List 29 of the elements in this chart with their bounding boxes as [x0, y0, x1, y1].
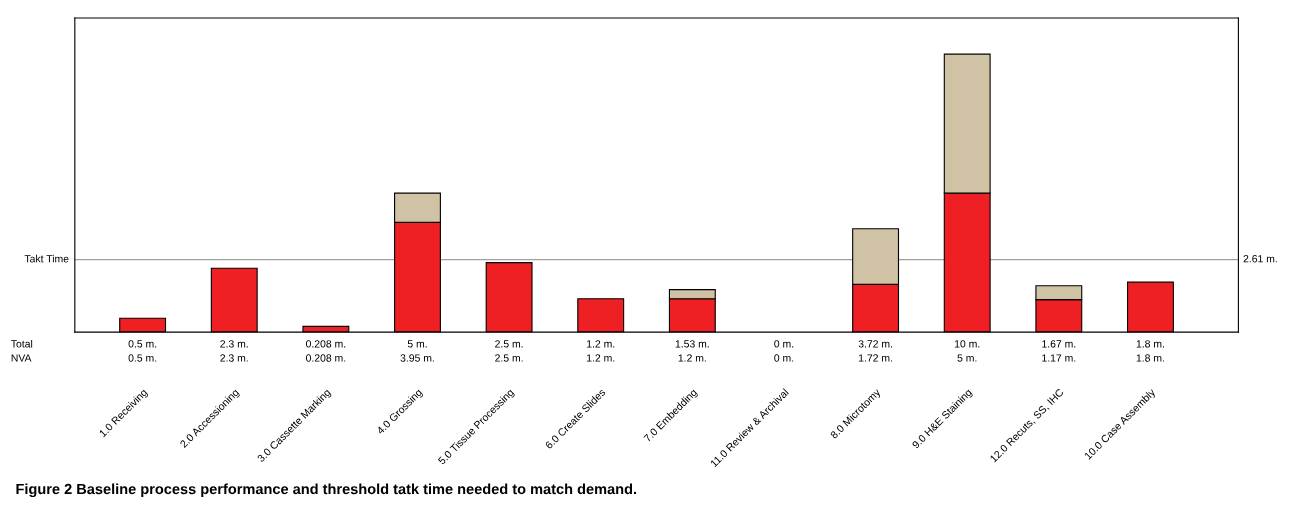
total-label: 5 m. — [407, 340, 427, 348]
data-label: 3.95 m. — [400, 354, 434, 362]
data-label: 5 m. — [957, 354, 977, 362]
data-label: 2.3 m. — [220, 354, 248, 362]
total-label: 2.3 m. — [220, 340, 248, 348]
total-label: 1.53 m. — [675, 340, 709, 348]
ref-line-label: 2.61 m. — [1243, 255, 1277, 263]
caption: Figure 2 Baseline process performance and threshold tatk time needed to match demand. — [16, 483, 637, 498]
data-label: 1.2 m. — [678, 354, 706, 362]
total-label: 3.72 m. — [858, 340, 892, 348]
data-label: 0.5 m. — [128, 354, 157, 362]
data-label: 2.5 m. — [495, 354, 523, 362]
total-label: 1.2 m. — [587, 340, 615, 348]
text: NVA — [11, 354, 32, 362]
data-label: 1.8 m. — [1136, 354, 1164, 362]
total-label: 1.8 m. — [1136, 340, 1164, 348]
total-label: 0.208 m. — [306, 340, 346, 348]
data-label: 0 m. — [774, 354, 794, 362]
data-label: 1.17 m. — [1042, 354, 1076, 362]
total-label: 0.5 m. — [128, 340, 157, 348]
total-label: 10 m. — [954, 340, 980, 348]
data-label: 1.2 m. — [587, 354, 615, 362]
text: Total — [11, 339, 33, 348]
total-label: 1.67 m. — [1042, 340, 1076, 348]
total-label: 2.5 m. — [495, 340, 523, 348]
data-label: 1.72 m. — [859, 354, 892, 362]
data-label: 0.208 m. — [306, 354, 346, 362]
total-label: 0 m. — [774, 340, 794, 348]
text: Takt Time — [24, 254, 69, 263]
